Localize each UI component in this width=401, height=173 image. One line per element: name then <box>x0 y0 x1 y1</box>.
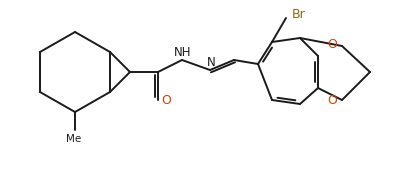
Text: O: O <box>161 94 171 107</box>
Text: N: N <box>207 56 215 69</box>
Text: NH: NH <box>174 45 192 58</box>
Text: Br: Br <box>292 7 306 20</box>
Text: Me: Me <box>67 134 82 144</box>
Text: O: O <box>327 39 337 52</box>
Text: O: O <box>327 94 337 107</box>
